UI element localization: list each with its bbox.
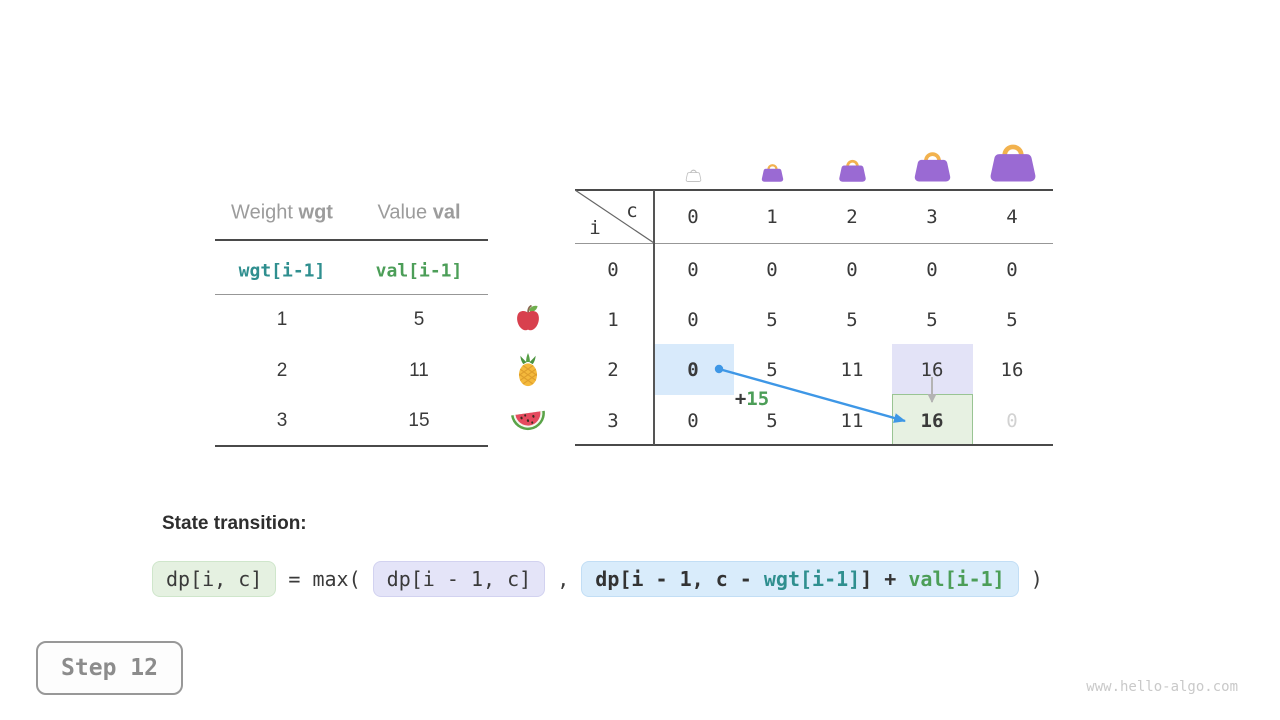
step-badge: Step 12 [36,641,183,695]
pineapple-icon [512,352,544,388]
dp-row-label-3: 3 [607,410,619,432]
item-1-weight: 1 [276,309,288,330]
dp-row-label-2: 2 [607,359,619,381]
watermelon-icon [511,408,547,434]
val-code-text: val [432,201,461,224]
dp-cell-3-3-current: 16 [920,410,944,432]
dp-cell-1-3: 5 [926,309,938,331]
dp-col-header-4: 4 [1006,206,1018,228]
dp-col-header-0: 0 [687,206,699,228]
dp-cell-2-2: 11 [840,359,864,381]
added-value: 15 [746,388,770,410]
skip-option-box: dp[i - 1, c] [372,561,546,597]
value-column-header: Value val [377,202,460,225]
item-3-weight: 3 [276,410,288,431]
dp-cell-1-0: 0 [687,309,699,331]
items-table-divider-top [215,239,488,241]
dp-cell-1-4: 5 [1006,309,1018,331]
bag-empty-icon [685,167,702,187]
dp-col-header-3: 3 [926,206,938,228]
dp-cell-2-0-source: 0 [687,359,699,381]
dp-cell-1-2: 5 [846,309,858,331]
state-transition-heading: State transition: [162,513,307,534]
dp-cell-0-0: 0 [687,259,699,281]
value-header-text: Value [377,201,433,224]
corner-diagonal-line [575,190,654,243]
wgt-array-label: wgt[i-1] [238,260,326,282]
dp-cell-0-3: 0 [926,259,938,281]
dp-row-label-0: 0 [607,259,619,281]
bag-capacity-2-icon [837,156,868,187]
item-2-value: 11 [409,360,429,381]
item-2-weight: 2 [276,360,288,381]
dp-cell-2-4: 16 [1000,359,1024,381]
value-add-annotation: +15 [735,388,769,410]
watermark: www.hello-algo.com [1086,679,1238,695]
dp-table-border-bottom [575,444,1053,446]
bag-capacity-4-icon [987,138,1039,187]
take-option-mid: ] + [860,567,909,591]
wgt-code-text: wgt [298,201,333,224]
take-option-val: val[i-1] [908,567,1005,591]
take-option-prefix: dp[i - 1, c - [595,567,764,591]
val-array-label: val[i-1] [375,260,463,282]
dp-cell-0-2: 0 [846,259,858,281]
dp-cell-2-3-skip-option: 16 [920,359,944,381]
take-option-box: dp[i - 1, c - wgt[i-1]] + val[i-1] [581,561,1019,597]
items-table-divider-mid [215,294,488,295]
item-variable-label: i [589,217,601,239]
dp-cell-3-0: 0 [687,410,699,432]
dp-col-header-1: 1 [766,206,778,228]
capacity-variable-label: c [626,200,638,222]
apple-icon [513,303,543,333]
dp-cell-3-4-pending: 0 [1006,410,1018,432]
dp-cell-1-1: 5 [766,309,778,331]
weight-column-header: Weight wgt [231,202,333,225]
dp-cell-2-1: 5 [766,359,778,381]
bag-capacity-1-icon [760,161,785,187]
comma-text: , [545,567,582,591]
close-paren-text: ) [1018,567,1043,591]
dp-cell-0-4: 0 [1006,259,1018,281]
items-table-divider-bottom [215,445,488,447]
dp-table-header-divider [575,243,1053,244]
weight-header-text: Weight [231,201,299,224]
take-option-wgt: wgt[i-1] [763,567,861,591]
dp-col-header-2: 2 [846,206,858,228]
item-3-value: 15 [408,410,430,431]
dp-table-border-top [575,189,1053,191]
plus-operator: + [734,388,747,410]
dp-cell-0-1: 0 [766,259,778,281]
equals-max-text: = max( [276,567,373,591]
bag-capacity-3-icon [912,147,953,187]
dp-current-box: dp[i, c] [152,561,277,597]
item-1-value: 5 [413,309,425,330]
dp-cell-3-2: 11 [840,410,864,432]
state-transition-formula: dp[i, c] = max( dp[i - 1, c] , dp[i - 1,… [152,561,1043,597]
dp-table-vertical-divider [653,190,655,445]
dp-cell-3-1: 5 [766,410,778,432]
dp-row-label-1: 1 [607,309,619,331]
